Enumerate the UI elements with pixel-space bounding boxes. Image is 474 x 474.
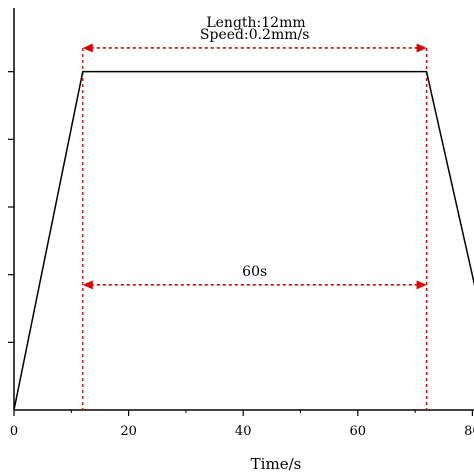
arrow-head-left	[82, 280, 93, 290]
span-label: Speed:0.2mm/s	[200, 27, 310, 43]
x-axis-title: Time/s	[251, 455, 302, 473]
x-tick-label: 0	[10, 424, 18, 439]
annotation-length: Length:12mm	[206, 15, 305, 31]
plot-area: 0 20 40 60 80 Speed:0.2mm/s 60s	[8, 8, 474, 439]
arrow-head-right	[416, 43, 427, 53]
x-tick-label: 40	[235, 424, 252, 439]
x-tick-label: 20	[120, 424, 137, 439]
arrow-head-left	[82, 43, 93, 53]
span-label: 60s	[242, 264, 267, 280]
x-tick-label: 60	[350, 424, 367, 439]
series-line	[13, 70, 474, 411]
arrow-head-right	[416, 280, 427, 290]
x-tick-label: 80	[464, 424, 474, 439]
